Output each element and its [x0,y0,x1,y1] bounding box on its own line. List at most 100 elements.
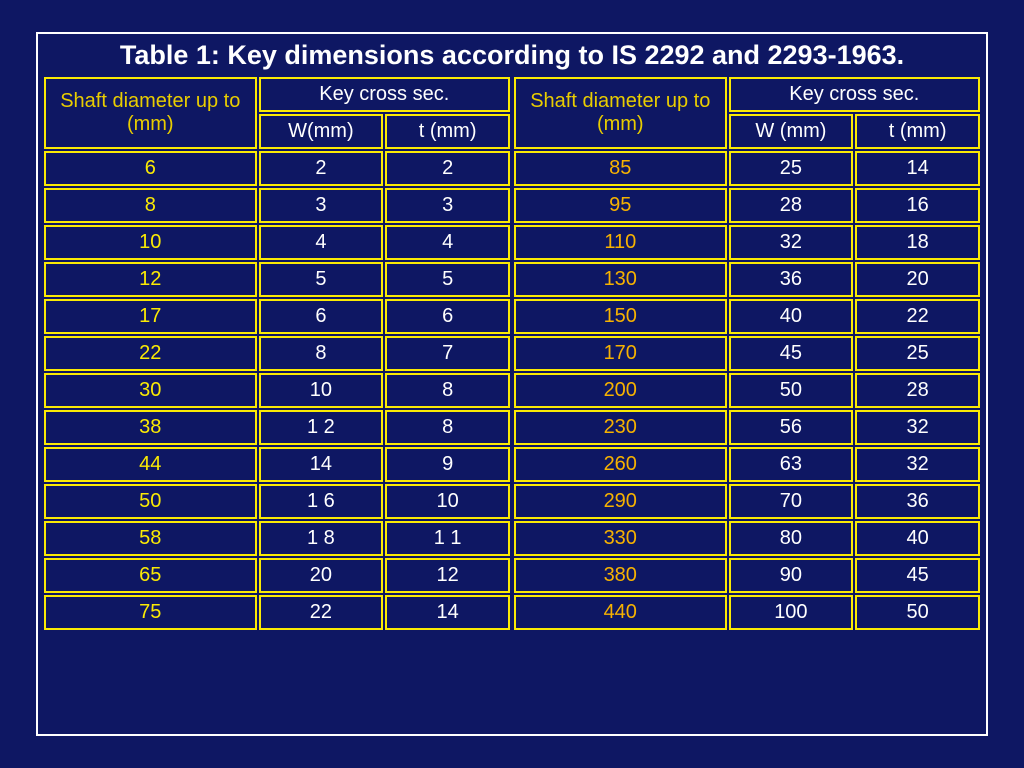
cell-key-width: 100 [729,595,854,630]
table-row: 1504022 [514,299,980,334]
cell-key-thickness: 32 [855,447,980,482]
cell-shaft-diameter: 12 [44,262,257,297]
cell-shaft-diameter: 380 [514,558,727,593]
table-row: 2005028 [514,373,980,408]
cell-key-width: 14 [259,447,384,482]
table-row: 501 610 [44,484,510,519]
cell-key-width: 1 6 [259,484,384,519]
table-row: 2606332 [514,447,980,482]
cell-key-width: 90 [729,558,854,593]
cell-shaft-diameter: 50 [44,484,257,519]
cell-shaft-diameter: 44 [44,447,257,482]
table-row: 2305632 [514,410,980,445]
cell-key-width: 20 [259,558,384,593]
cell-shaft-diameter: 8 [44,188,257,223]
right-table: Shaft diameter up to (mm) Key cross sec.… [512,75,982,632]
footer-blank [38,632,986,668]
cell-key-thickness: 40 [855,521,980,556]
cell-key-thickness: 50 [855,595,980,630]
left-col-w: W(mm) [259,114,384,149]
cell-key-thickness: 22 [855,299,980,334]
table-row: 2287 [44,336,510,371]
cell-key-width: 6 [259,299,384,334]
cell-key-width: 28 [729,188,854,223]
cell-key-thickness: 36 [855,484,980,519]
table-row: 652012 [44,558,510,593]
table-row: 3809045 [514,558,980,593]
cell-shaft-diameter: 75 [44,595,257,630]
right-half: Shaft diameter up to (mm) Key cross sec.… [512,75,982,632]
cell-key-width: 22 [259,595,384,630]
cell-key-width: 8 [259,336,384,371]
cell-key-thickness: 2 [385,151,510,186]
left-col-cross: Key cross sec. [259,77,510,112]
cell-key-thickness: 18 [855,225,980,260]
cell-shaft-diameter: 17 [44,299,257,334]
cell-key-width: 2 [259,151,384,186]
table-row: 1704525 [514,336,980,371]
cell-key-thickness: 16 [855,188,980,223]
cell-shaft-diameter: 10 [44,225,257,260]
table-row: 952816 [514,188,980,223]
cell-shaft-diameter: 38 [44,410,257,445]
cell-key-width: 80 [729,521,854,556]
cell-shaft-diameter: 440 [514,595,727,630]
cell-key-width: 3 [259,188,384,223]
cell-key-width: 50 [729,373,854,408]
table-row: 1255 [44,262,510,297]
left-table: Shaft diameter up to (mm) Key cross sec.… [42,75,512,632]
cell-key-width: 25 [729,151,854,186]
cell-shaft-diameter: 200 [514,373,727,408]
cell-shaft-diameter: 30 [44,373,257,408]
cell-key-thickness: 25 [855,336,980,371]
cell-key-width: 45 [729,336,854,371]
table-row: 622 [44,151,510,186]
cell-key-width: 63 [729,447,854,482]
cell-key-width: 1 8 [259,521,384,556]
tables-row: Shaft diameter up to (mm) Key cross sec.… [38,75,986,632]
left-half: Shaft diameter up to (mm) Key cross sec.… [42,75,512,632]
cell-key-thickness: 1 1 [385,521,510,556]
table-row: 44149 [44,447,510,482]
cell-key-thickness: 12 [385,558,510,593]
table-row: 44010050 [514,595,980,630]
table-row: 833 [44,188,510,223]
content-frame: Table 1: Key dimensions according to IS … [36,32,988,736]
cell-key-thickness: 14 [855,151,980,186]
cell-key-thickness: 45 [855,558,980,593]
cell-key-thickness: 20 [855,262,980,297]
cell-shaft-diameter: 58 [44,521,257,556]
table-row: 1766 [44,299,510,334]
cell-key-thickness: 7 [385,336,510,371]
cell-key-width: 4 [259,225,384,260]
table-title: Table 1: Key dimensions according to IS … [38,34,986,75]
table-row: 1044 [44,225,510,260]
cell-key-width: 5 [259,262,384,297]
table-row: 381 28 [44,410,510,445]
right-col-w: W (mm) [729,114,854,149]
table-row: 1103218 [514,225,980,260]
cell-key-width: 40 [729,299,854,334]
cell-shaft-diameter: 330 [514,521,727,556]
right-col-cross: Key cross sec. [729,77,980,112]
cell-key-thickness: 5 [385,262,510,297]
right-col-t: t (mm) [855,114,980,149]
table-row: 852514 [514,151,980,186]
cell-key-width: 70 [729,484,854,519]
cell-key-thickness: 28 [855,373,980,408]
cell-key-width: 56 [729,410,854,445]
cell-key-thickness: 14 [385,595,510,630]
cell-shaft-diameter: 290 [514,484,727,519]
cell-key-thickness: 8 [385,410,510,445]
left-col-shaft: Shaft diameter up to (mm) [44,77,257,149]
left-col-t: t (mm) [385,114,510,149]
table-row: 1303620 [514,262,980,297]
cell-key-thickness: 10 [385,484,510,519]
table-row: 2907036 [514,484,980,519]
cell-key-thickness: 8 [385,373,510,408]
cell-key-width: 10 [259,373,384,408]
right-col-shaft: Shaft diameter up to (mm) [514,77,727,149]
cell-shaft-diameter: 230 [514,410,727,445]
cell-shaft-diameter: 22 [44,336,257,371]
cell-shaft-diameter: 85 [514,151,727,186]
